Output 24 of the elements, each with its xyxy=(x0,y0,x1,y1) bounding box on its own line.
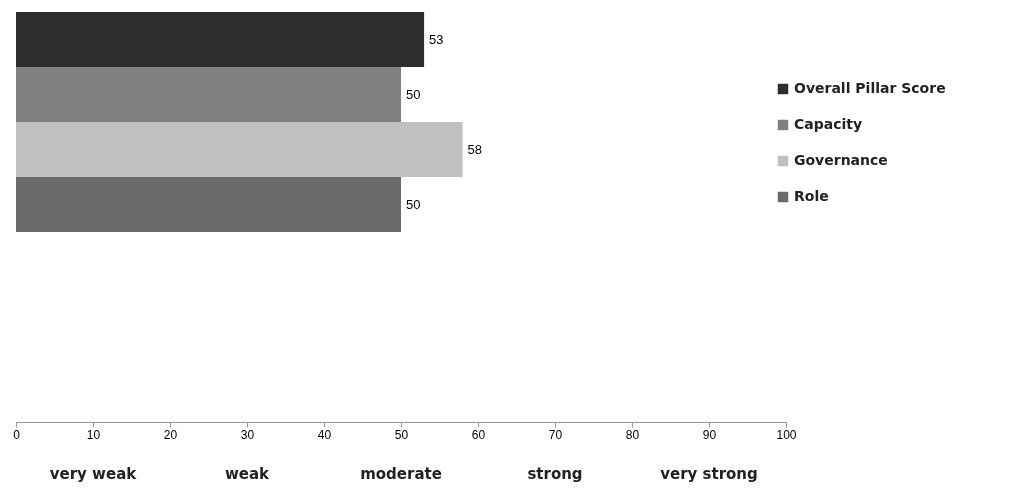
text: moderate xyxy=(360,465,442,483)
x-tick-label: 70 xyxy=(548,427,563,442)
legend-label: Governance xyxy=(794,152,888,168)
text: very weak xyxy=(49,465,138,483)
x-tick-label: 90 xyxy=(702,427,717,442)
data-label: 50 xyxy=(406,86,421,102)
x-tick-label: 100 xyxy=(776,427,797,442)
data-label: 50 xyxy=(406,196,421,212)
data-label: 53 xyxy=(429,31,444,47)
x-tick-label: 30 xyxy=(240,427,255,442)
legend-label: Overall Pillar Score xyxy=(794,80,946,96)
text: strong xyxy=(527,465,583,483)
x-tick-label: 10 xyxy=(86,427,101,442)
legend-label: Role xyxy=(794,188,829,204)
x-tick-label: 0 xyxy=(13,427,21,442)
text: very strong xyxy=(660,465,758,483)
legend-label: Capacity xyxy=(794,116,863,132)
x-tick-label: 60 xyxy=(471,427,486,442)
x-tick-label: 80 xyxy=(625,427,640,442)
x-tick-label: 40 xyxy=(317,427,332,442)
data-label: 58 xyxy=(467,141,483,157)
x-tick-label: 20 xyxy=(163,427,178,442)
x-tick-label: 50 xyxy=(394,427,409,442)
text: weak xyxy=(224,465,271,483)
